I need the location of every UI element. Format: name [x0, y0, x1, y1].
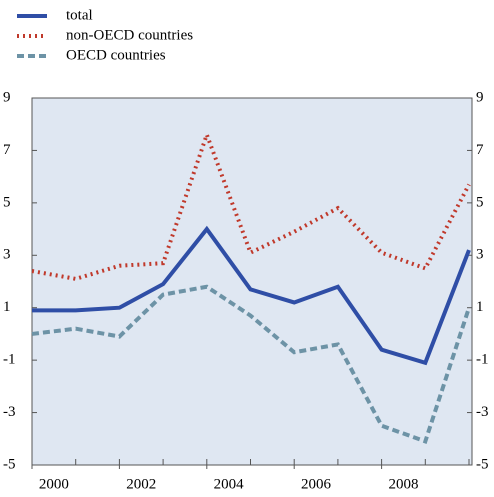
x-tick-label: 2004 [214, 476, 245, 492]
y-tick-label: -3 [3, 404, 16, 420]
y2-tick-label: -3 [476, 404, 489, 420]
x-tick-label: 2006 [301, 476, 332, 492]
y2-tick-label: -5 [476, 456, 489, 472]
legend-label: OECD countries [66, 47, 166, 63]
y-tick-label: -1 [3, 352, 16, 368]
y2-tick-label: 3 [476, 247, 484, 263]
y-tick-label: 7 [3, 142, 11, 158]
y-tick-label: -5 [3, 456, 16, 472]
y2-tick-label: 7 [476, 142, 484, 158]
y-tick-label: 3 [3, 247, 11, 263]
plot-area [31, 97, 473, 466]
x-tick-label: 2008 [388, 476, 418, 492]
line-series [31, 284, 471, 444]
y2-tick-label: -1 [476, 352, 489, 368]
y2-tick-label: 1 [476, 299, 484, 315]
y2-tick-label: 5 [476, 194, 484, 210]
y-tick-label: 9 [3, 89, 11, 105]
legend-label: total [66, 7, 93, 23]
y-tick-label: 5 [3, 194, 11, 210]
line-series [32, 225, 471, 366]
x-tick-label: 2002 [126, 476, 156, 492]
y2-tick-label: 9 [476, 89, 484, 105]
line-series [31, 128, 471, 281]
legend-label: non-OECD countries [66, 27, 193, 43]
y-tick-label: 1 [3, 299, 11, 315]
x-tick-label: 2000 [39, 476, 69, 492]
